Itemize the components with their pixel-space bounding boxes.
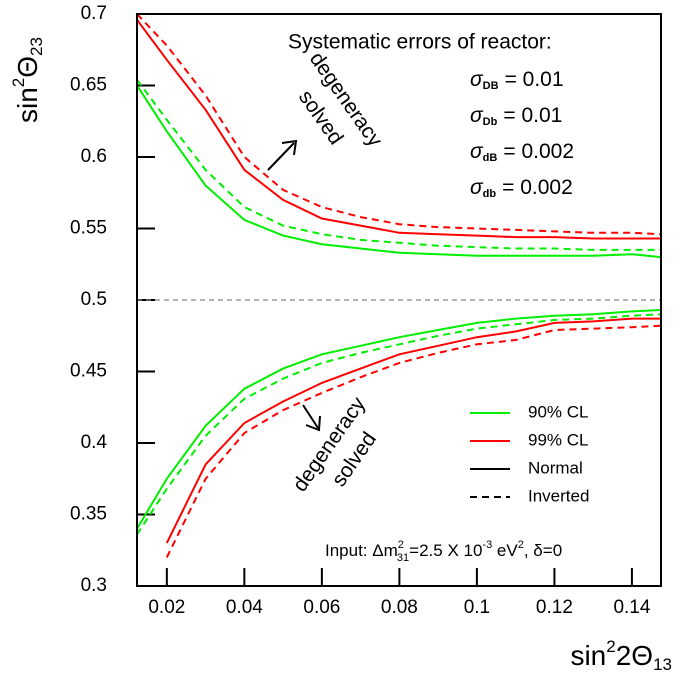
input-sup: 2 bbox=[518, 539, 524, 551]
x-title-part: 2Θ bbox=[616, 640, 653, 671]
series-group bbox=[137, 14, 661, 558]
y-tick-label: 0.5 bbox=[81, 289, 107, 310]
sigma-sub: Db bbox=[483, 116, 498, 128]
series-line bbox=[137, 84, 661, 259]
x-tick-label: 0.02 bbox=[148, 597, 185, 618]
x-axis-title: sin22Θ13 bbox=[570, 637, 672, 674]
series-line bbox=[137, 19, 661, 240]
sigma-sub: dB bbox=[483, 152, 498, 164]
x-tick-label: 0.14 bbox=[613, 597, 650, 618]
input-part: =2.5 X 10 bbox=[409, 541, 482, 560]
sigma: σ bbox=[470, 68, 484, 91]
sigma-sub: db bbox=[483, 188, 497, 200]
arrow-head bbox=[281, 139, 298, 156]
lower-note: degeneracy solved bbox=[288, 392, 381, 496]
y-tick-label: 0.7 bbox=[81, 3, 107, 24]
series-line bbox=[137, 79, 661, 251]
input-part: Input: Δm bbox=[325, 541, 398, 560]
systematic: σDb = 0.01 bbox=[470, 104, 562, 128]
x-title-sub: 13 bbox=[653, 655, 672, 674]
input-part: , δ=0 bbox=[524, 541, 562, 560]
series-line bbox=[165, 324, 661, 558]
y-tick-label: 0.4 bbox=[81, 432, 108, 453]
input-note: Input: Δm2 31=2.5 X 10-3 eV2, δ=0 bbox=[325, 539, 562, 564]
legend-label: Normal bbox=[528, 458, 583, 477]
y-tick-label: 0.65 bbox=[70, 75, 107, 96]
x-title-part: sin bbox=[570, 640, 606, 671]
plot-frame bbox=[136, 13, 662, 587]
x-tick-label: 0.1 bbox=[464, 597, 490, 618]
y-tick-label: 0.35 bbox=[70, 504, 107, 525]
y-title-sup: 2 bbox=[9, 78, 28, 87]
series-line bbox=[137, 309, 661, 530]
systematic: σdB = 0.002 bbox=[470, 140, 574, 164]
input-sup: -3 bbox=[482, 539, 492, 551]
series-line bbox=[137, 313, 661, 536]
series-line bbox=[165, 317, 661, 544]
upper-note: degeneracy solved bbox=[267, 48, 387, 171]
sigma-sub: DB bbox=[483, 80, 499, 92]
legend-label: 99% CL bbox=[528, 430, 588, 449]
sigma-value: = 0.002 bbox=[502, 176, 573, 199]
systematics-title: Systematic errors of reactor: bbox=[288, 31, 552, 54]
arrow-head bbox=[305, 415, 321, 432]
input-sub: 31 bbox=[397, 552, 409, 564]
x-title-sup: 2 bbox=[606, 637, 615, 656]
x-tick-label: 0.08 bbox=[381, 597, 418, 618]
sigma-value: = 0.002 bbox=[503, 140, 574, 163]
arrow bbox=[267, 142, 295, 171]
y-title-sub: 23 bbox=[27, 37, 46, 56]
y-tick-label: 0.55 bbox=[70, 218, 107, 239]
sigma-value: = 0.01 bbox=[505, 68, 564, 91]
y-title-part: Θ bbox=[12, 56, 43, 78]
series-line bbox=[137, 14, 661, 236]
input-sup: 2 bbox=[398, 539, 404, 551]
x-tick-label: 0.12 bbox=[536, 597, 573, 618]
x-tick-label: 0.06 bbox=[303, 597, 340, 618]
y-tick-label: 0.6 bbox=[81, 146, 107, 167]
systematic: σdb = 0.002 bbox=[470, 176, 573, 200]
sigma: σ bbox=[470, 140, 484, 163]
sigma: σ bbox=[470, 176, 484, 199]
legend-label: 90% CL bbox=[528, 402, 588, 421]
legend-label: Inverted bbox=[528, 486, 589, 505]
arrow bbox=[302, 404, 319, 429]
sigma: σ bbox=[470, 104, 484, 127]
x-tick-label: 0.04 bbox=[226, 597, 263, 618]
sigma-value: = 0.01 bbox=[503, 104, 562, 127]
systematic: σDB = 0.01 bbox=[470, 68, 564, 92]
y-tick-label: 0.45 bbox=[70, 361, 107, 382]
input-part: eV bbox=[492, 541, 518, 560]
y-tick-label: 0.3 bbox=[81, 575, 107, 596]
y-title-part: sin bbox=[12, 87, 43, 123]
y-axis-title: sin2Θ23 bbox=[9, 37, 46, 123]
